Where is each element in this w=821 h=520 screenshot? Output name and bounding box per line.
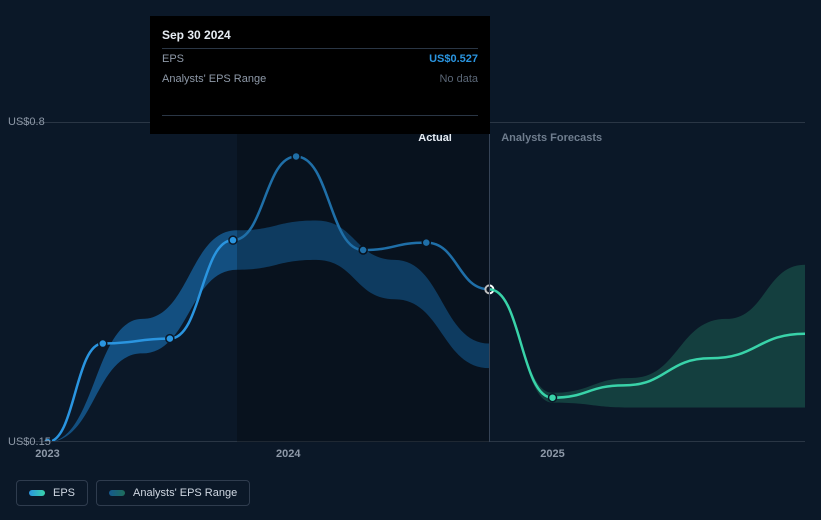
legend-item-analyst-range[interactable]: Analysts' EPS Range (96, 480, 250, 506)
legend-swatch-icon (109, 490, 125, 496)
tooltip-key: Analysts' EPS Range (162, 73, 266, 85)
legend-swatch-icon (29, 490, 45, 496)
tooltip-value: US$0.527 (429, 53, 478, 65)
x-axis-label: 2025 (540, 448, 564, 460)
tooltip-row-range: Analysts' EPS Range No data (162, 69, 478, 116)
tooltip-key: EPS (162, 53, 184, 65)
y-axis-label: US$0.15 (8, 436, 51, 448)
y-axis-label: US$0.8 (8, 116, 45, 128)
eps-chart[interactable]: Actual Analysts Forecasts (16, 122, 805, 442)
legend-item-eps[interactable]: EPS (16, 480, 88, 506)
legend-label: Analysts' EPS Range (133, 487, 237, 499)
x-axis: 2023 2024 2025 (16, 448, 805, 468)
chart-tooltip: Sep 30 2024 EPS US$0.527 Analysts' EPS R… (150, 16, 490, 134)
x-axis-label: 2023 (35, 448, 59, 460)
actual-forecast-divider (489, 122, 490, 442)
tooltip-row-eps: EPS US$0.527 (162, 49, 478, 69)
tooltip-date: Sep 30 2024 (162, 24, 478, 49)
tooltip-value: No data (439, 73, 478, 85)
x-axis-label: 2024 (276, 448, 300, 460)
legend-label: EPS (53, 487, 75, 499)
shaded-region (237, 122, 489, 442)
region-label-forecast: Analysts Forecasts (501, 132, 602, 144)
chart-legend: EPS Analysts' EPS Range (16, 480, 250, 506)
